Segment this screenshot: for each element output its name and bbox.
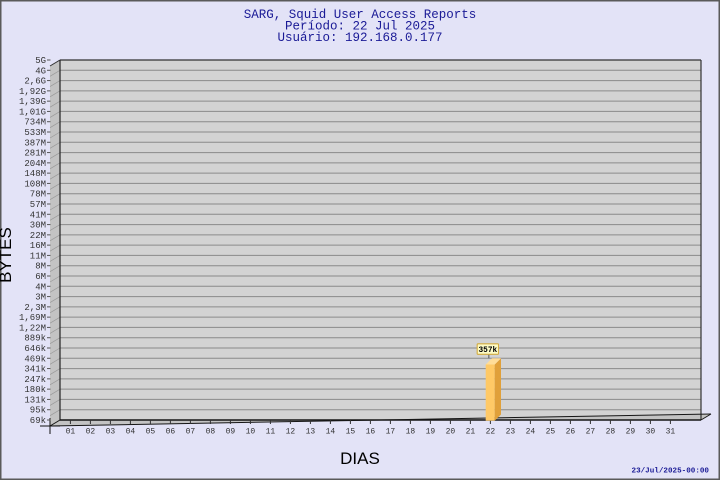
svg-text:131k: 131k: [24, 395, 46, 405]
svg-text:281M: 281M: [24, 149, 46, 159]
svg-text:6M: 6M: [35, 272, 46, 282]
svg-text:28: 28: [606, 428, 616, 437]
svg-text:16: 16: [366, 428, 376, 437]
svg-text:14: 14: [326, 428, 336, 437]
svg-text:06: 06: [166, 428, 176, 437]
svg-text:3M: 3M: [35, 293, 46, 303]
svg-text:469k: 469k: [24, 354, 46, 364]
svg-text:646k: 646k: [24, 344, 46, 354]
svg-text:BYTES: BYTES: [0, 227, 15, 283]
svg-text:1,92G: 1,92G: [19, 87, 46, 97]
svg-text:26: 26: [566, 428, 576, 437]
svg-text:23: 23: [506, 428, 516, 437]
svg-text:2,6G: 2,6G: [24, 77, 46, 87]
svg-text:108M: 108M: [24, 179, 46, 189]
svg-text:204M: 204M: [24, 159, 46, 169]
svg-text:357k: 357k: [478, 347, 497, 355]
svg-text:20: 20: [446, 428, 456, 437]
svg-text:1,22M: 1,22M: [19, 323, 46, 333]
svg-text:4G: 4G: [35, 66, 46, 76]
svg-text:41M: 41M: [30, 210, 46, 220]
svg-text:12: 12: [286, 428, 296, 437]
svg-text:1,01G: 1,01G: [19, 107, 46, 117]
svg-text:07: 07: [186, 428, 196, 437]
svg-text:23/Jul/2025-00:00: 23/Jul/2025-00:00: [632, 468, 710, 476]
svg-text:21: 21: [466, 428, 476, 437]
svg-text:17: 17: [386, 428, 396, 437]
svg-text:148M: 148M: [24, 169, 46, 179]
svg-text:247k: 247k: [24, 375, 46, 385]
svg-text:180k: 180k: [24, 385, 46, 395]
svg-text:4M: 4M: [35, 282, 46, 292]
svg-text:01: 01: [66, 428, 76, 437]
svg-text:18: 18: [406, 428, 416, 437]
svg-text:27: 27: [586, 428, 596, 437]
svg-text:95k: 95k: [30, 406, 46, 416]
svg-text:57M: 57M: [30, 200, 46, 210]
svg-text:31: 31: [666, 428, 676, 437]
svg-text:22M: 22M: [30, 231, 46, 241]
svg-text:341k: 341k: [24, 365, 46, 375]
svg-text:2,3M: 2,3M: [24, 303, 46, 313]
svg-text:04: 04: [126, 428, 136, 437]
svg-text:08: 08: [206, 428, 216, 437]
svg-text:03: 03: [106, 428, 116, 437]
svg-text:22: 22: [486, 428, 496, 437]
svg-text:889k: 889k: [24, 334, 46, 344]
svg-text:30M: 30M: [30, 221, 46, 231]
svg-text:69k: 69k: [30, 416, 46, 426]
svg-text:734M: 734M: [24, 118, 46, 128]
svg-text:15: 15: [346, 428, 356, 437]
svg-text:09: 09: [226, 428, 236, 437]
svg-text:5G: 5G: [35, 56, 46, 66]
svg-text:387M: 387M: [24, 138, 46, 148]
svg-text:533M: 533M: [24, 128, 46, 138]
svg-text:78M: 78M: [30, 190, 46, 200]
svg-text:DIAS: DIAS: [340, 449, 380, 468]
svg-text:1,39G: 1,39G: [19, 97, 46, 107]
svg-text:25: 25: [546, 428, 556, 437]
svg-text:1,69M: 1,69M: [19, 313, 46, 323]
svg-text:11: 11: [266, 428, 276, 437]
svg-text:02: 02: [86, 428, 96, 437]
svg-text:30: 30: [646, 428, 656, 437]
svg-text:16M: 16M: [30, 241, 46, 251]
svg-text:29: 29: [626, 428, 636, 437]
svg-text:19: 19: [426, 428, 436, 437]
svg-text:Usuário: 192.168.0.177: Usuário: 192.168.0.177: [277, 31, 442, 45]
svg-text:05: 05: [146, 428, 156, 437]
svg-text:11M: 11M: [30, 251, 46, 261]
svg-text:13: 13: [306, 428, 316, 437]
svg-text:8M: 8M: [35, 262, 46, 272]
svg-text:24: 24: [526, 428, 536, 437]
svg-text:10: 10: [246, 428, 256, 437]
